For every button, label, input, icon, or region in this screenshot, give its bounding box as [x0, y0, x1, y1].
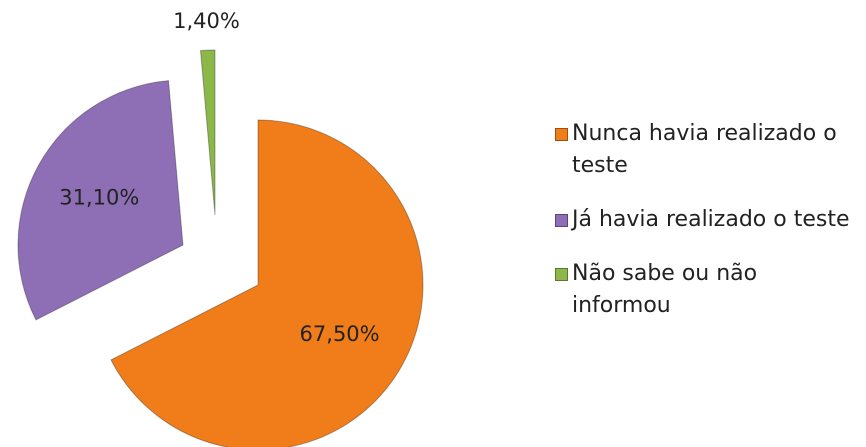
legend-swatch [555, 214, 568, 227]
legend-item: Nunca havia realizado o teste [555, 118, 855, 182]
legend: Nunca havia realizado o teste Já havia re… [555, 118, 855, 344]
data-label: 67,50% [300, 322, 380, 346]
legend-swatch [555, 128, 568, 141]
legend-label: Nunca havia realizado o teste [572, 121, 837, 178]
pie-slice [110, 119, 424, 447]
legend-label: Não sabe ou não informou [572, 261, 758, 318]
data-label: 31,10% [59, 186, 139, 210]
pie-slice [17, 80, 184, 321]
legend-label: Já havia realizado o teste [572, 207, 850, 232]
legend-item: Não sabe ou não informou [555, 258, 855, 322]
data-label: 1,40% [173, 9, 240, 33]
legend-item: Já havia realizado o teste [555, 204, 855, 236]
legend-swatch [555, 268, 568, 281]
pie-slice [199, 49, 216, 216]
